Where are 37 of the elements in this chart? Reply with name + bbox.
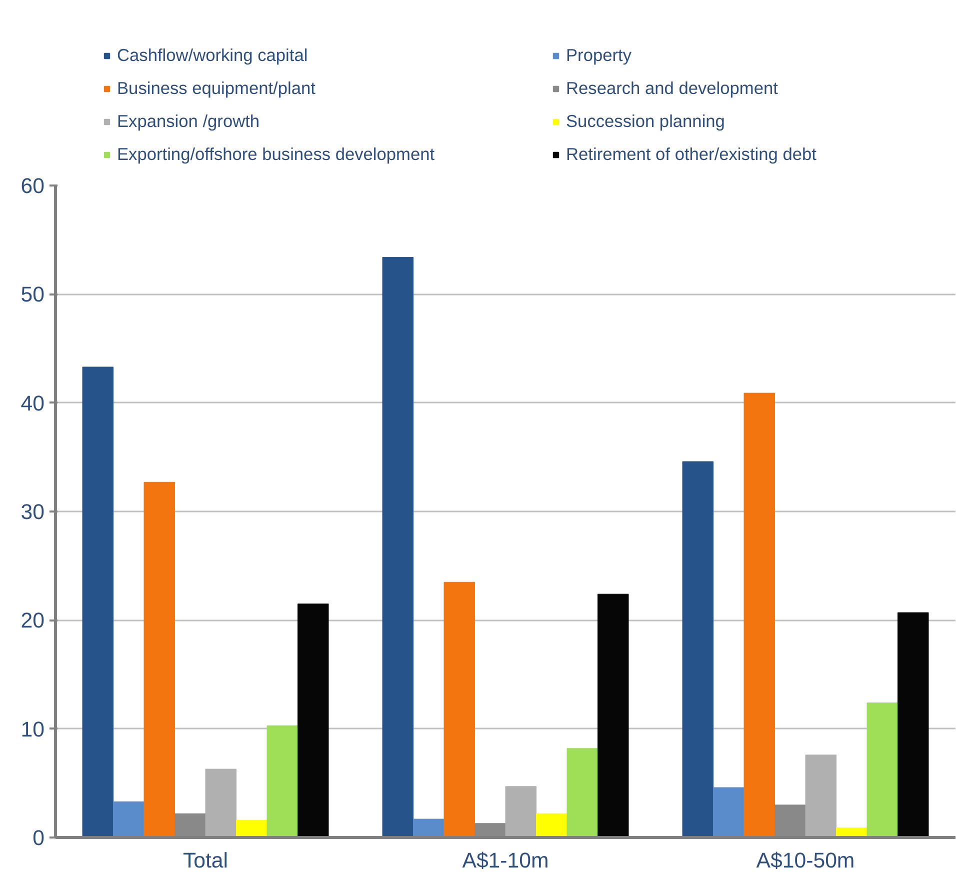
x-tick-label: A$10-50m [756, 848, 855, 872]
legend-label: Business equipment/plant [117, 78, 316, 99]
bar [382, 256, 414, 838]
bar [805, 754, 836, 838]
bar [113, 801, 144, 838]
y-tick-label: 50 [20, 282, 45, 307]
legend-label: Research and development [566, 78, 779, 99]
x-tick-label: A$1-10m [462, 848, 549, 872]
bar [898, 612, 929, 838]
y-tick-label: 40 [20, 391, 45, 416]
x-tick-label: Total [182, 848, 228, 872]
legend-label: Exporting/offshore business development [117, 144, 436, 165]
bar [444, 582, 475, 838]
y-tick-label: 20 [20, 608, 45, 633]
bar [205, 768, 236, 838]
y-tick-label: 60 [20, 174, 45, 198]
bar [866, 702, 898, 838]
bar [144, 482, 175, 838]
bar [598, 594, 629, 838]
legend-label: Retirement of other/existing debt [566, 144, 818, 165]
bar [744, 392, 775, 838]
bar [682, 461, 714, 838]
legend-label: Expansion /growth [117, 111, 261, 132]
bar [713, 787, 744, 838]
y-tick-label: 30 [20, 500, 45, 524]
legend-label: Cashflow/working capital [117, 45, 309, 66]
y-tick-label: 0 [32, 826, 45, 850]
legend-label: Succession planning [566, 111, 726, 132]
bar [505, 786, 536, 838]
legend-label: Property [566, 45, 632, 66]
bar [82, 366, 114, 838]
bar [266, 725, 298, 838]
bar [413, 818, 444, 838]
bar [298, 604, 329, 838]
y-tick-label: 10 [20, 717, 45, 742]
bar [536, 813, 568, 838]
bar [566, 748, 598, 838]
